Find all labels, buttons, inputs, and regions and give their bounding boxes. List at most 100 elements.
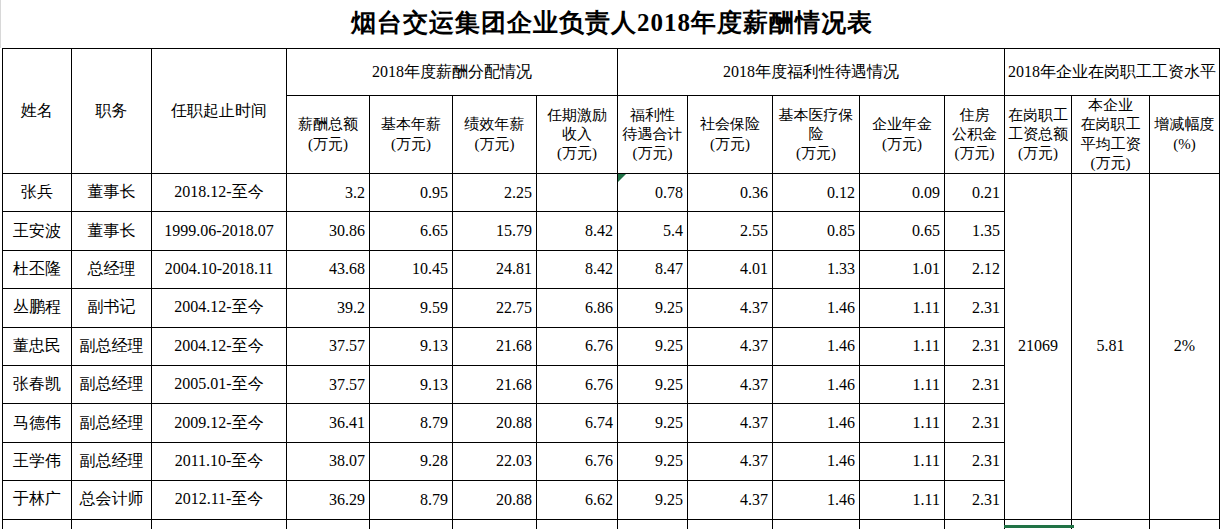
name-cell[interactable]: 张春凯 xyxy=(3,365,72,403)
column-header-9[interactable]: 在岗职工 工资总额 (万元) xyxy=(1005,96,1072,174)
value-cell-7[interactable]: 1.11 xyxy=(860,365,945,403)
value-cell-3[interactable]: 6.86 xyxy=(537,289,618,327)
value-cell-5[interactable]: 0.36 xyxy=(688,174,773,212)
value-cell-3[interactable]: 6.76 xyxy=(537,365,618,403)
value-cell-8[interactable]: 2.31 xyxy=(945,404,1005,442)
value-cell-2[interactable]: 20.88 xyxy=(453,404,537,442)
value-cell-2[interactable]: 21.68 xyxy=(453,365,537,403)
empty-cell[interactable] xyxy=(370,519,453,529)
column-header-4[interactable]: 福利性 待遇合计 (万元) xyxy=(618,96,688,174)
value-cell-4[interactable]: 5.4 xyxy=(618,212,688,250)
value-cell-3[interactable]: 6.76 xyxy=(537,327,618,365)
value-cell-6[interactable]: 1.33 xyxy=(773,250,860,288)
value-cell-0[interactable]: 36.29 xyxy=(287,481,370,519)
term-cell[interactable]: 2018.12-至今 xyxy=(152,174,287,212)
value-cell-2[interactable]: 20.88 xyxy=(453,481,537,519)
value-cell-3[interactable] xyxy=(537,174,618,212)
column-header-5[interactable]: 社会保险 (万元) xyxy=(688,96,773,174)
value-cell-5[interactable]: 4.37 xyxy=(688,404,773,442)
value-cell-2[interactable]: 2.25 xyxy=(453,174,537,212)
value-cell-5[interactable]: 4.37 xyxy=(688,289,773,327)
header-name[interactable]: 姓名 xyxy=(3,49,72,174)
value-cell-5[interactable]: 2.55 xyxy=(688,212,773,250)
column-header-3[interactable]: 任期激励 收入 (万元) xyxy=(537,96,618,174)
value-cell-0[interactable]: 39.2 xyxy=(287,289,370,327)
column-header-7[interactable]: 企业年金 (万元) xyxy=(860,96,945,174)
position-cell[interactable]: 董事长 xyxy=(72,212,152,250)
value-cell-0[interactable]: 36.41 xyxy=(287,404,370,442)
term-cell[interactable]: 2004.12-至今 xyxy=(152,327,287,365)
staff-average-wage-cell[interactable]: 5.81 xyxy=(1072,174,1150,520)
empty-cell[interactable] xyxy=(152,519,287,529)
position-cell[interactable]: 副总经理 xyxy=(72,442,152,480)
value-cell-1[interactable]: 10.45 xyxy=(370,250,453,288)
value-cell-4[interactable]: 9.25 xyxy=(618,289,688,327)
value-cell-7[interactable]: 1.11 xyxy=(860,327,945,365)
value-cell-1[interactable]: 6.65 xyxy=(370,212,453,250)
value-cell-7[interactable]: 1.11 xyxy=(860,404,945,442)
value-cell-0[interactable]: 38.07 xyxy=(287,442,370,480)
value-cell-7[interactable]: 0.65 xyxy=(860,212,945,250)
empty-cell[interactable] xyxy=(1150,519,1220,529)
value-cell-6[interactable]: 0.85 xyxy=(773,212,860,250)
wage-change-percent-cell[interactable]: 2% xyxy=(1150,174,1220,520)
value-cell-8[interactable]: 2.31 xyxy=(945,481,1005,519)
value-cell-8[interactable]: 2.31 xyxy=(945,365,1005,403)
column-header-6[interactable]: 基本医疗保 险 (万元) xyxy=(773,96,860,174)
term-cell[interactable]: 2004.10-2018.11 xyxy=(152,250,287,288)
position-cell[interactable]: 副总经理 xyxy=(72,327,152,365)
value-cell-1[interactable]: 8.79 xyxy=(370,481,453,519)
group-header-salary-distribution[interactable]: 2018年度薪酬分配情况 xyxy=(287,49,618,96)
position-cell[interactable]: 总经理 xyxy=(72,250,152,288)
group-header-welfare[interactable]: 2018年度福利性待遇情况 xyxy=(618,49,1005,96)
name-cell[interactable]: 王学伟 xyxy=(3,442,72,480)
group-header-staff-wage-level[interactable]: 2018年企业在岗职工工资水平 xyxy=(1005,49,1220,96)
value-cell-7[interactable]: 0.09 xyxy=(860,174,945,212)
value-cell-6[interactable]: 1.46 xyxy=(773,289,860,327)
value-cell-3[interactable]: 8.42 xyxy=(537,250,618,288)
term-cell[interactable]: 2004.12-至今 xyxy=(152,289,287,327)
value-cell-8[interactable]: 0.21 xyxy=(945,174,1005,212)
value-cell-1[interactable]: 9.28 xyxy=(370,442,453,480)
value-cell-5[interactable]: 4.37 xyxy=(688,481,773,519)
name-cell[interactable]: 董忠民 xyxy=(3,327,72,365)
value-cell-5[interactable]: 4.37 xyxy=(688,365,773,403)
value-cell-1[interactable]: 0.95 xyxy=(370,174,453,212)
value-cell-6[interactable]: 1.46 xyxy=(773,442,860,480)
value-cell-2[interactable]: 15.79 xyxy=(453,212,537,250)
column-header-8[interactable]: 住房 公积金 (万元) xyxy=(945,96,1005,174)
term-cell[interactable]: 2012.11-至今 xyxy=(152,481,287,519)
value-cell-8[interactable]: 1.35 xyxy=(945,212,1005,250)
empty-cell[interactable] xyxy=(618,519,688,529)
value-cell-0[interactable]: 37.57 xyxy=(287,365,370,403)
term-cell[interactable]: 1999.06-2018.07 xyxy=(152,212,287,250)
term-cell[interactable]: 2005.01-至今 xyxy=(152,365,287,403)
value-cell-3[interactable]: 6.76 xyxy=(537,442,618,480)
value-cell-4[interactable]: 9.25 xyxy=(618,442,688,480)
name-cell[interactable]: 马德伟 xyxy=(3,404,72,442)
term-cell[interactable]: 2009.12-至今 xyxy=(152,404,287,442)
empty-cell[interactable] xyxy=(860,519,945,529)
empty-cell[interactable] xyxy=(773,519,860,529)
empty-cell[interactable] xyxy=(688,519,773,529)
value-cell-5[interactable]: 4.37 xyxy=(688,327,773,365)
value-cell-3[interactable]: 8.42 xyxy=(537,212,618,250)
empty-cell[interactable] xyxy=(3,519,72,529)
position-cell[interactable]: 副书记 xyxy=(72,289,152,327)
value-cell-1[interactable]: 9.13 xyxy=(370,327,453,365)
value-cell-5[interactable]: 4.37 xyxy=(688,442,773,480)
position-cell[interactable]: 总会计师 xyxy=(72,481,152,519)
value-cell-4[interactable]: 9.25 xyxy=(618,404,688,442)
column-header-11[interactable]: 增减幅度 (%) xyxy=(1150,96,1220,174)
value-cell-1[interactable]: 9.59 xyxy=(370,289,453,327)
column-header-2[interactable]: 绩效年薪 (万元) xyxy=(453,96,537,174)
value-cell-7[interactable]: 1.01 xyxy=(860,250,945,288)
value-cell-8[interactable]: 2.12 xyxy=(945,250,1005,288)
value-cell-error-flagged[interactable]: 0.78 xyxy=(618,174,688,212)
value-cell-6[interactable]: 1.46 xyxy=(773,365,860,403)
value-cell-0[interactable]: 3.2 xyxy=(287,174,370,212)
empty-cell[interactable] xyxy=(453,519,537,529)
empty-cell[interactable] xyxy=(287,519,370,529)
position-cell[interactable]: 副总经理 xyxy=(72,404,152,442)
value-cell-0[interactable]: 43.68 xyxy=(287,250,370,288)
